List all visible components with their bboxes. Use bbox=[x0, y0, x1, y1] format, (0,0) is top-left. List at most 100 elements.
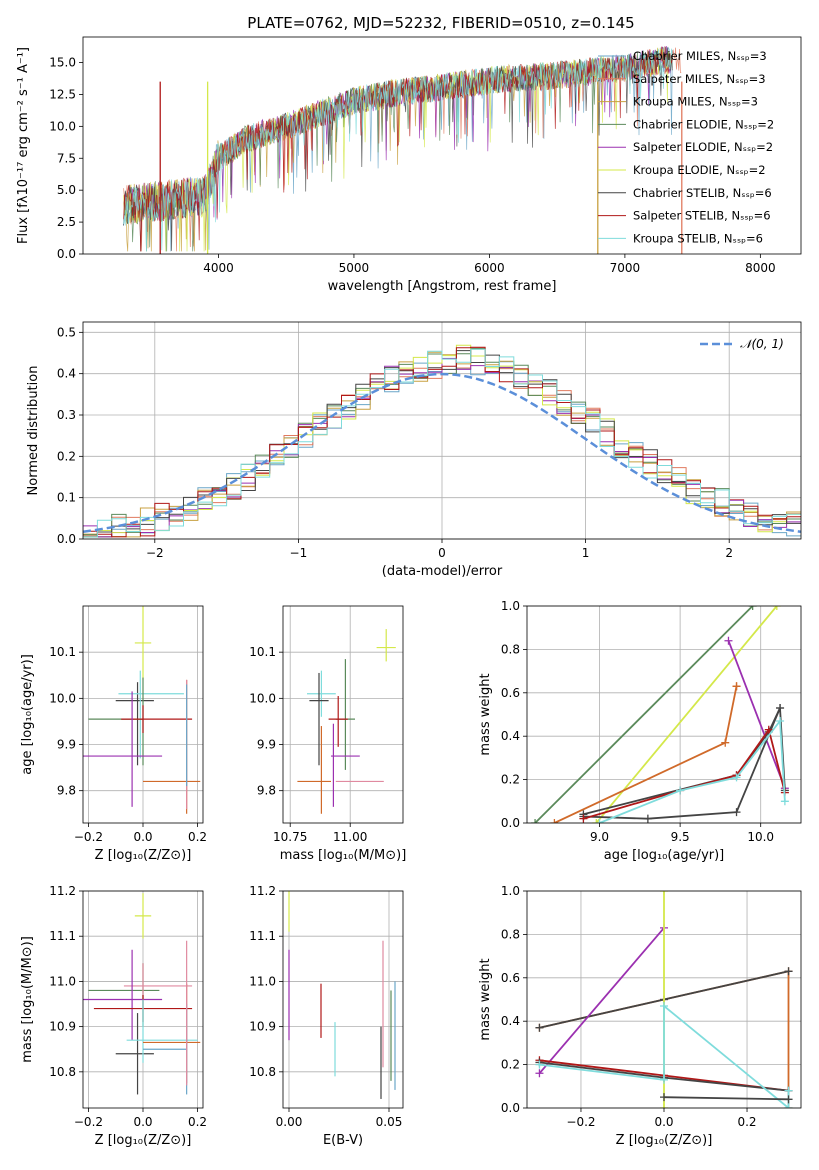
y-tick-label: 0.2 bbox=[57, 449, 76, 463]
y-tick-label: 1.0 bbox=[501, 884, 520, 898]
plot-area bbox=[83, 606, 201, 814]
legend-label: Kroupa MILES, Nₛₛₚ=3 bbox=[633, 95, 758, 109]
weight-marker bbox=[732, 808, 741, 817]
y-tick-label: 11.2 bbox=[249, 884, 276, 898]
axes-mass-weight-vs-age: 9.0 9.5 10.0 0.0 0.2 0.4 0.6 0.8 1.0 age [log₁₀(a… bbox=[478, 599, 802, 863]
spectrum-line bbox=[123, 48, 673, 252]
plot-area bbox=[297, 629, 396, 814]
y-tick-label: 10.8 bbox=[249, 1065, 276, 1079]
x-tick-label: 0.2 bbox=[188, 830, 207, 844]
y-tick-label: 0.4 bbox=[501, 1014, 520, 1028]
x-tick-label: −0.2 bbox=[74, 1115, 103, 1129]
plot-area bbox=[531, 606, 789, 823]
y-tick-label: 2.5 bbox=[57, 215, 76, 229]
x-tick-label: 5000 bbox=[339, 261, 370, 275]
error-bar-point bbox=[143, 983, 201, 1084]
legend-label: Chabrier ELODIE, Nₛₛₚ=2 bbox=[633, 117, 774, 131]
y-tick-label: 15.0 bbox=[49, 56, 76, 70]
y-tick-label: 11.0 bbox=[49, 974, 76, 988]
weight-marker bbox=[535, 1023, 544, 1032]
y-tick-label: 0.0 bbox=[57, 247, 76, 261]
x-tick-label: 0.0 bbox=[133, 1115, 152, 1129]
weight-marker bbox=[784, 1104, 793, 1108]
weight-line bbox=[663, 1096, 789, 1101]
legend-label: Kroupa STELIB, Nₛₛₚ=6 bbox=[633, 231, 763, 245]
axes-mass-vs-z: −0.2 0.0 0.2 10.8 10.9 11.0 11.1 11.2 Z [log₁₀(Z… bbox=[20, 884, 207, 1148]
legend-label: Salpeter STELIB, Nₛₛₚ=6 bbox=[633, 209, 771, 223]
plot-area bbox=[83, 893, 201, 1095]
y-tick-label: 10.0 bbox=[249, 691, 276, 705]
y-tick-label: 10.1 bbox=[49, 645, 76, 659]
weight-marker bbox=[776, 703, 785, 712]
x-tick-label: 0.00 bbox=[276, 1115, 303, 1129]
y-tick-label: 12.5 bbox=[49, 87, 76, 101]
y-tick-label: 10.9 bbox=[49, 1020, 76, 1034]
axes-frame bbox=[82, 605, 204, 824]
x-axis-label: Z [log₁₀(Z/Z⊙)] bbox=[616, 1133, 713, 1148]
weight-line bbox=[534, 606, 754, 823]
weight-marker bbox=[592, 819, 601, 823]
x-tick-label: 0.2 bbox=[188, 1115, 207, 1129]
axes-age-vs-mass: 10.75 11.00 9.8 9.9 10.0 10.1 mass [log₁₀(M/M⊙… bbox=[249, 605, 406, 863]
axes-spectrum: 4000 5000 6000 7000 8000 0.0 2.5 5.0 7.5 10.0 12.5… bbox=[16, 36, 802, 294]
x-axis-label: Z [log₁₀(Z/Z⊙)] bbox=[95, 1133, 192, 1148]
weight-marker bbox=[732, 682, 741, 691]
y-tick-label: 0.2 bbox=[501, 773, 520, 787]
y-tick-label: 0.6 bbox=[501, 686, 520, 700]
axes-residuals: −2 −1 0 1 2 0.0 0.1 0.2 0.3 0.4 0.5 (data-model)/er… bbox=[26, 321, 802, 579]
y-tick-label: 0.0 bbox=[501, 1101, 520, 1115]
weight-marker bbox=[784, 967, 793, 976]
x-tick-label: 0 bbox=[438, 546, 446, 560]
weight-line bbox=[538, 927, 665, 1074]
error-bar-point bbox=[297, 726, 331, 814]
x-tick-label: 0.0 bbox=[654, 1115, 673, 1129]
legend-label: Chabrier STELIB, Nₛₛₚ=6 bbox=[633, 186, 772, 200]
axes-age-vs-z: −0.2 0.0 0.2 9.8 9.9 10.0 10.1 Z [log₁₀(Z/Z⊙)] a… bbox=[20, 605, 207, 863]
axes-frame bbox=[526, 605, 802, 824]
y-tick-label: 0.5 bbox=[57, 325, 76, 339]
x-tick-label: 1 bbox=[582, 546, 590, 560]
y-tick-label: 5.0 bbox=[57, 183, 76, 197]
axes-mass-weight-vs-z: −0.2 0.0 0.2 0.0 0.2 0.4 0.6 0.8 1.0 Z [log₁₀(Z/Z… bbox=[478, 884, 802, 1148]
axes-frame bbox=[526, 890, 802, 1109]
y-tick-label: 0.0 bbox=[501, 816, 520, 830]
y-tick-label: 0.4 bbox=[501, 729, 520, 743]
error-bar-point bbox=[126, 999, 198, 1063]
y-tick-label: 0.8 bbox=[501, 927, 520, 941]
x-axis-label: E(B-V) bbox=[323, 1133, 363, 1148]
x-axis-label: (data-model)/error bbox=[382, 564, 503, 579]
weight-marker bbox=[660, 1104, 668, 1108]
x-axis-label: Z [log₁₀(Z/Z⊙)] bbox=[95, 848, 192, 863]
error-bar-point bbox=[307, 670, 336, 717]
x-tick-label: 7000 bbox=[610, 261, 641, 275]
error-bar-point bbox=[121, 705, 193, 733]
weight-marker bbox=[643, 814, 652, 823]
legend-label: Salpeter MILES, Nₛₛₚ=3 bbox=[633, 72, 766, 86]
y-tick-label: 0.0 bbox=[57, 532, 76, 546]
legend-label: Kroupa ELODIE, Nₛₛₚ=2 bbox=[633, 163, 766, 177]
y-axis-label: mass [log₁₀(M/M⊙)] bbox=[20, 936, 35, 1063]
x-tick-label: −2 bbox=[146, 546, 164, 560]
plot-area bbox=[123, 45, 683, 254]
weight-line bbox=[583, 707, 781, 816]
x-tick-label: 6000 bbox=[474, 261, 505, 275]
y-tick-label: 0.4 bbox=[57, 367, 76, 381]
weight-line bbox=[727, 640, 786, 789]
error-bar-point bbox=[328, 696, 348, 747]
x-axis-label: wavelength [Angstrom, rest frame] bbox=[328, 279, 557, 294]
y-tick-label: 9.9 bbox=[257, 738, 276, 752]
weight-marker bbox=[535, 1069, 544, 1078]
y-tick-label: 0.2 bbox=[501, 1058, 520, 1072]
axes-frame bbox=[82, 321, 802, 540]
weight-marker bbox=[784, 1086, 793, 1095]
error-bar-point bbox=[88, 963, 160, 1027]
error-bar-point bbox=[143, 1004, 188, 1095]
y-tick-label: 0.8 bbox=[501, 642, 520, 656]
x-tick-label: −1 bbox=[290, 546, 308, 560]
axes-frame bbox=[282, 605, 404, 824]
y-tick-label: 11.0 bbox=[249, 974, 276, 988]
axes-frame bbox=[82, 36, 802, 255]
spectrum-legend: Chabrier MILES, Nₛₛₚ=3 Salpeter MILES, Nₛ… bbox=[598, 49, 774, 245]
y-axis-label: mass weight bbox=[478, 673, 493, 755]
